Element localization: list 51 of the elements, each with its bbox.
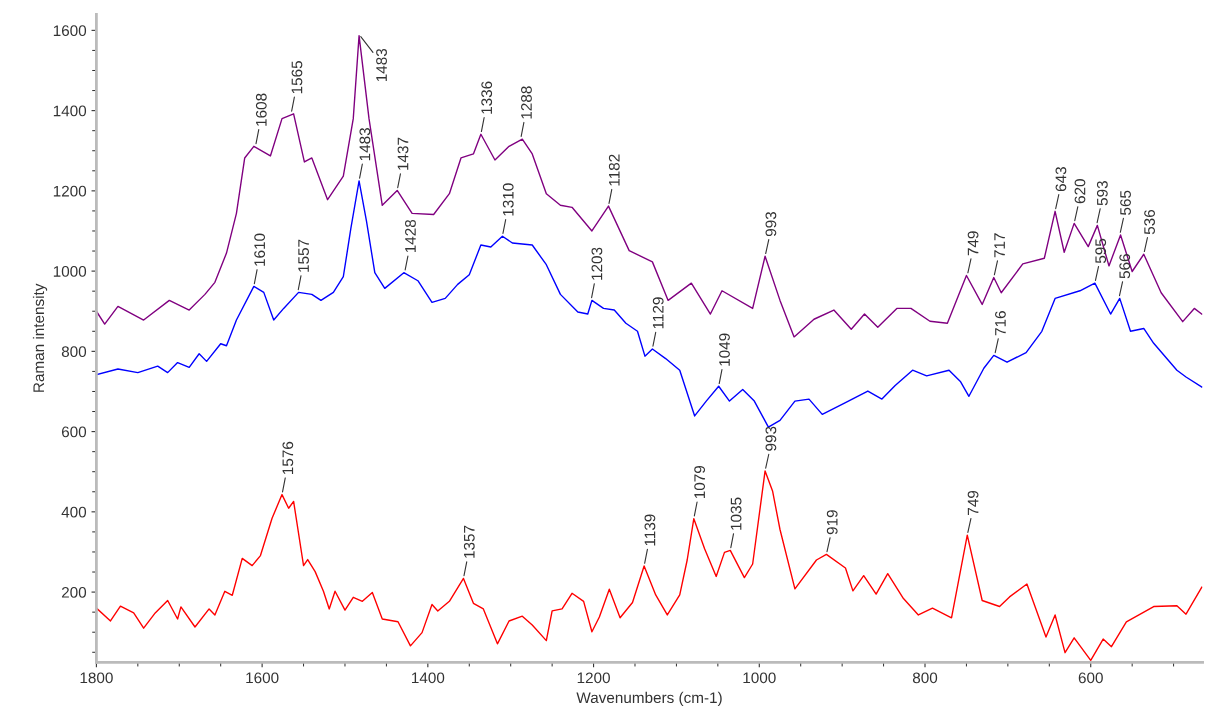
annotation: 993	[765, 212, 777, 237]
annotation: 716	[995, 311, 1006, 336]
annotation: 620	[1074, 179, 1086, 204]
annotation: 1483	[376, 48, 387, 82]
x-tick-label: 1800	[80, 672, 113, 684]
annotation: 1576	[282, 441, 294, 474]
x-tick-label: 1600	[246, 672, 279, 684]
annotation: 749	[967, 490, 979, 515]
annotation: 643	[1055, 167, 1067, 192]
y-tick-label: 200	[61, 586, 87, 598]
annotation: 1139	[644, 514, 656, 546]
annotation: 1610	[254, 233, 266, 266]
annotation: 1608	[255, 93, 267, 126]
x-tick-label: 1000	[743, 672, 776, 684]
annotation: 749	[967, 231, 979, 256]
y-axis-title: Raman intensity	[32, 283, 48, 392]
y-tick-label: 1400	[53, 105, 87, 117]
x-tick-label: 800	[912, 672, 938, 684]
x-tick-label: 1400	[412, 672, 445, 684]
annotation: 1557	[298, 239, 309, 272]
annotation: 1203	[591, 247, 603, 280]
annotation: 566	[1119, 254, 1131, 279]
annotation: 1310	[502, 183, 514, 216]
y-tick-label: 600	[61, 426, 87, 438]
annotation: 536	[1144, 209, 1155, 235]
annotation: 1483	[359, 128, 371, 161]
annotation: 593	[1096, 181, 1108, 206]
y-tick-label: 1200	[53, 185, 87, 197]
y-tick-label: 400	[61, 506, 87, 518]
annotation: 1079	[694, 465, 706, 499]
annotation: 919	[826, 510, 838, 535]
annotation: 1049	[719, 333, 730, 366]
x-tick-label: 1200	[577, 672, 610, 684]
y-tick-label: 800	[61, 346, 87, 358]
annotation: 1129	[652, 297, 664, 329]
annotation: 1336	[481, 81, 493, 114]
annotation: 1565	[291, 61, 303, 94]
y-tick-label: 1600	[53, 25, 87, 37]
annotation: 1357	[463, 525, 475, 558]
annotation: 565	[1120, 190, 1131, 215]
annotation: 993	[765, 426, 777, 451]
annotation: 1437	[397, 137, 409, 170]
annotation: 1288	[521, 86, 532, 119]
annotation: 1035	[730, 497, 742, 530]
x-axis-title: Wavenumbers (cm-1)	[576, 691, 722, 707]
annotation: 717	[994, 233, 1005, 258]
x-tick-label: 600	[1078, 672, 1103, 684]
annotation: 595	[1095, 238, 1107, 264]
annotation: 1428	[405, 219, 416, 253]
annotation: 1182	[608, 154, 620, 186]
y-tick-label: 1000	[53, 265, 87, 277]
